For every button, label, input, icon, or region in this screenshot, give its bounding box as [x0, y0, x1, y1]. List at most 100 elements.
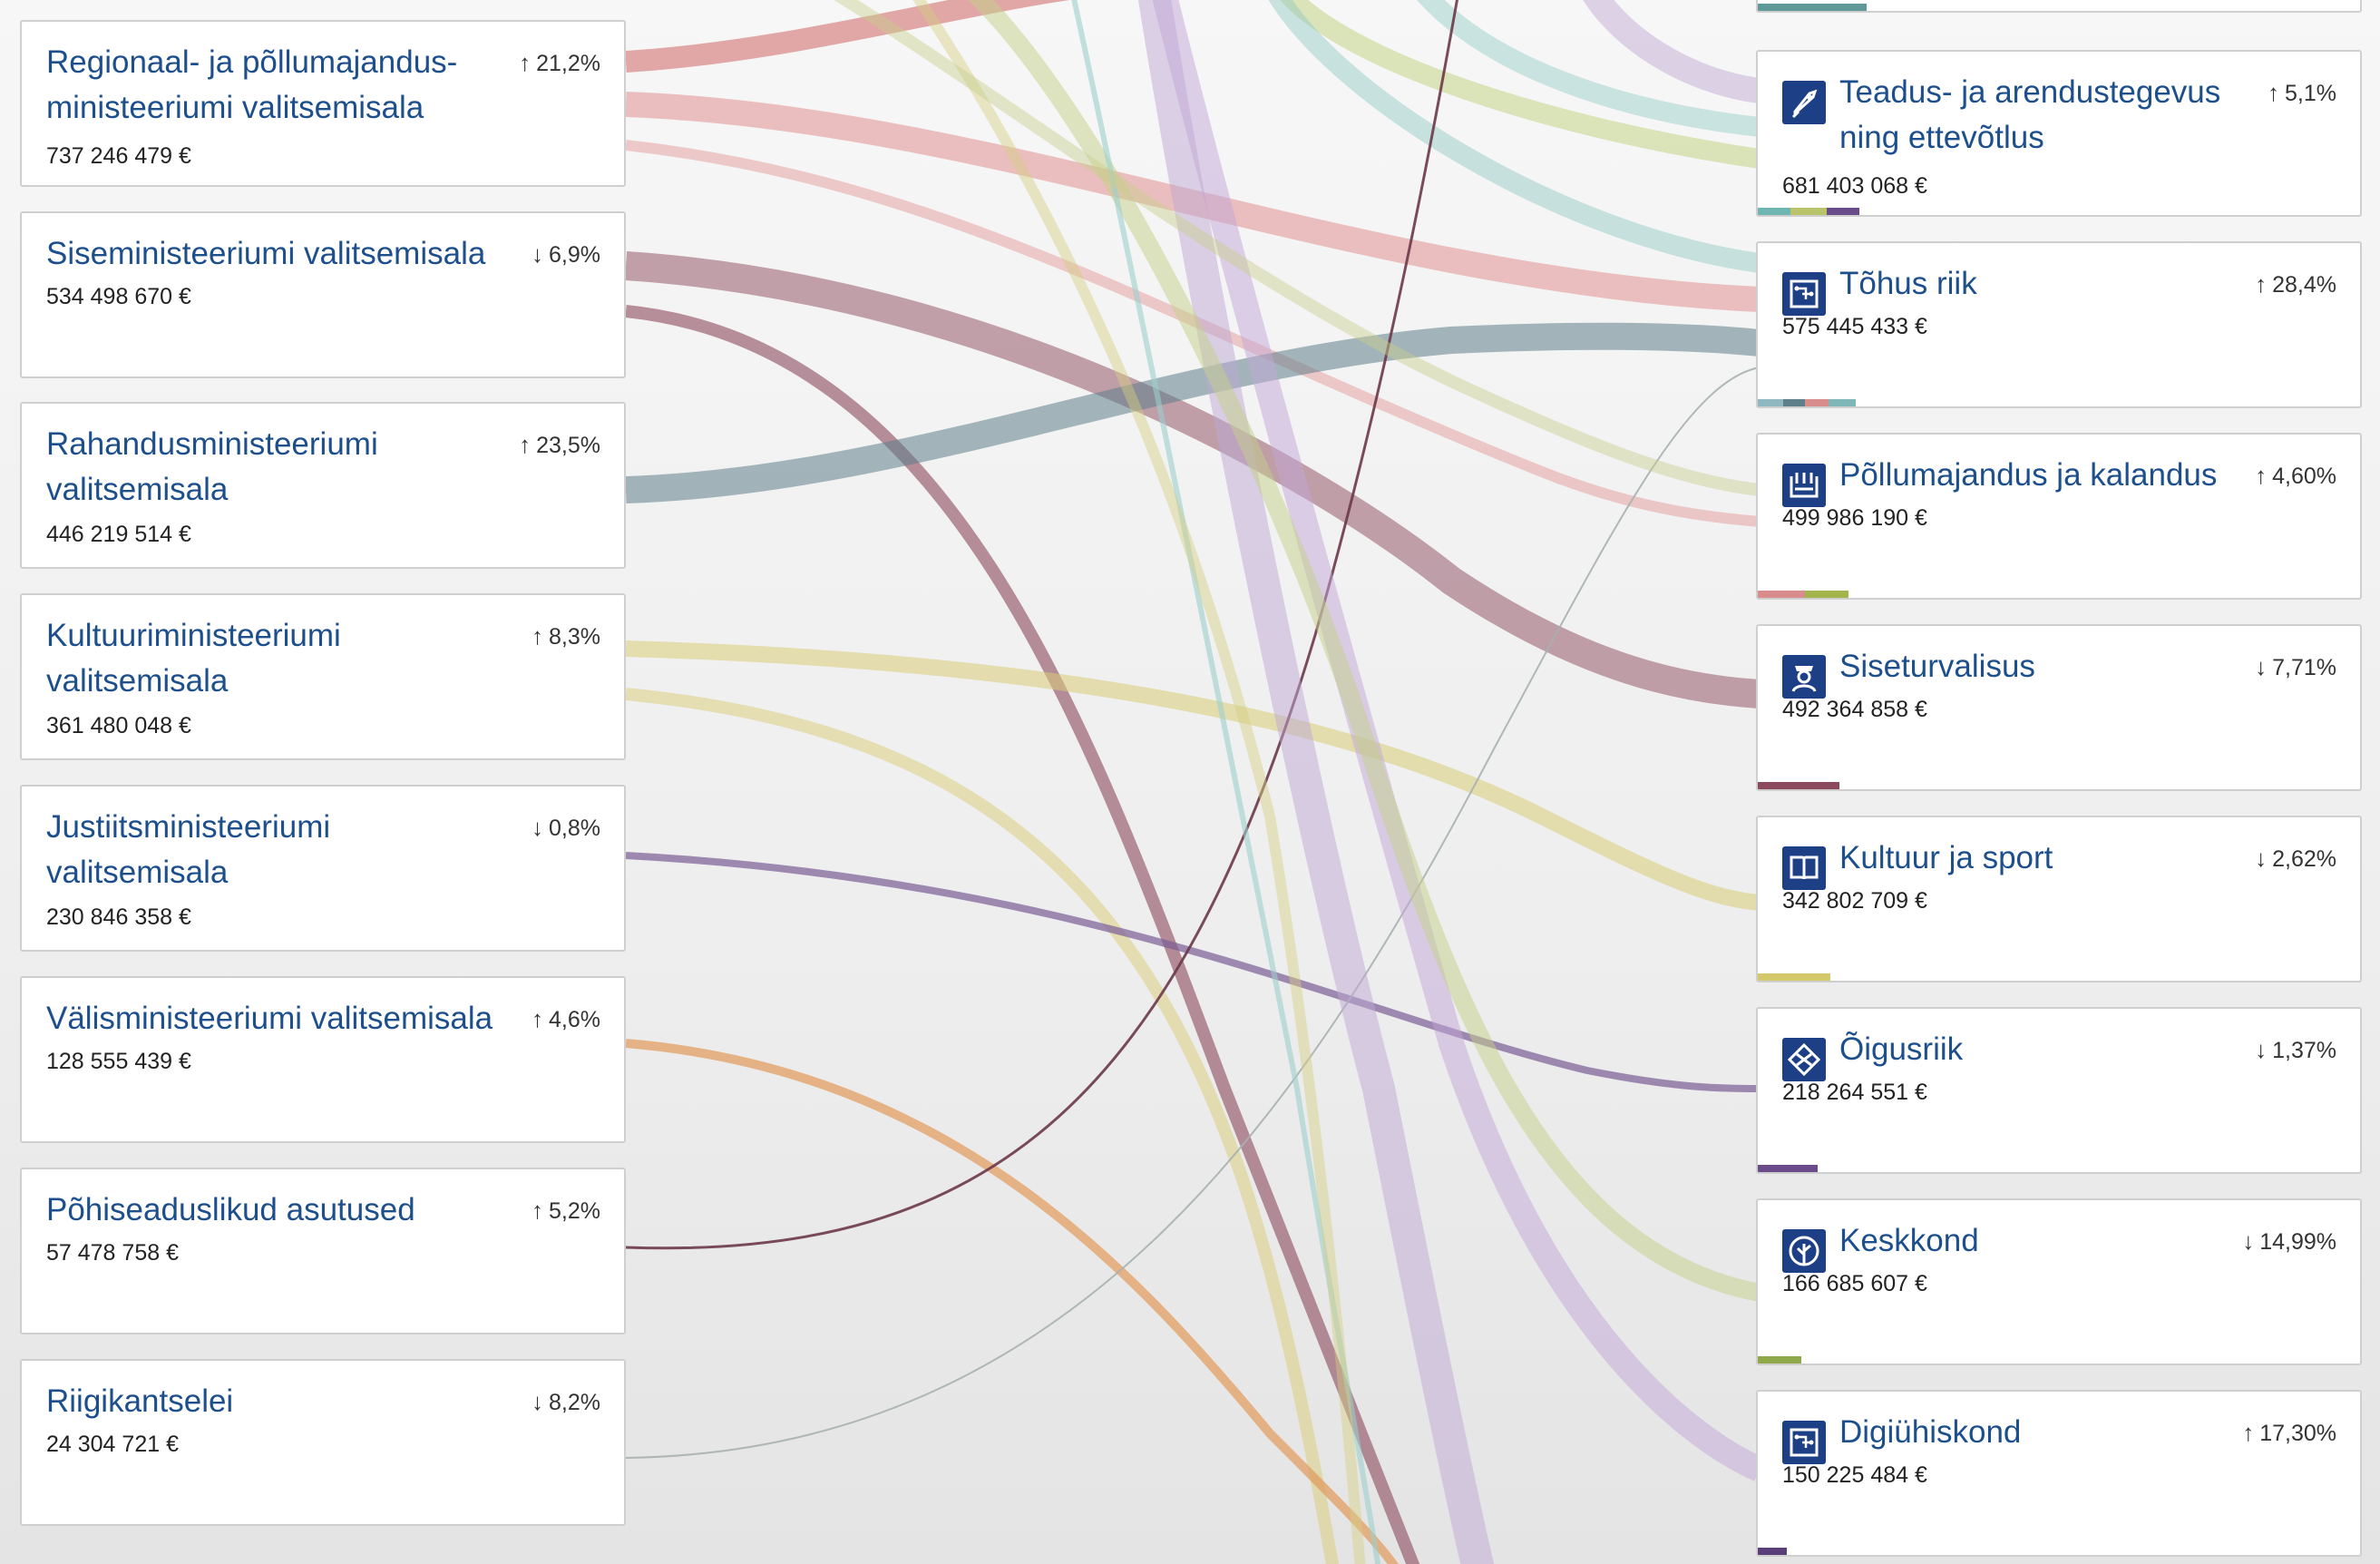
book-icon: [1782, 846, 1826, 890]
leaf-icon: [1782, 1229, 1826, 1273]
contribution-bars: [1758, 4, 1867, 11]
change-indicator: ↓ 14,99%: [2242, 1227, 2336, 1255]
topic-name[interactable]: Kultuur ja sport: [1839, 840, 2053, 875]
topic-card-tohus-riik[interactable]: Tõhus riik ↑ 28,4% 575 445 433 €: [1756, 241, 2362, 408]
topic-amount: 499 986 190 €: [1782, 505, 1927, 531]
topic-amount: 342 802 709 €: [1782, 888, 1927, 914]
arrow-up-icon: ↑: [2255, 270, 2268, 298]
ministry-amount: 57 478 758 €: [46, 1240, 179, 1266]
arrow-down-icon: ↓: [532, 814, 544, 841]
ministry-name[interactable]: Regionaal- ja põllumajandus-ministeerium…: [46, 44, 458, 125]
ministry-card-pohiseaduslikud[interactable]: Põhiseaduslikud asutused ↑ 5,2% 57 478 75…: [20, 1168, 626, 1334]
arrow-down-icon: ↓: [2255, 845, 2268, 872]
bar-segment: [1790, 208, 1827, 215]
ministry-name[interactable]: Põhiseaduslikud asutused: [46, 1192, 415, 1227]
ministry-amount: 737 246 479 €: [46, 143, 191, 169]
flow-line: [625, 367, 1761, 1459]
topic-amount: 492 364 858 €: [1782, 697, 1927, 722]
change-indicator: ↑ 4,6%: [532, 1005, 600, 1032]
contribution-bars: [1758, 1356, 1801, 1364]
topic-name[interactable]: Põllumajandus ja kalandus: [1839, 457, 2218, 493]
ministry-name[interactable]: Justiitsministeeriumi valitsemisala: [46, 809, 331, 890]
contribution-bars: [1758, 208, 1859, 215]
ministry-amount: 230 846 358 €: [46, 904, 191, 930]
topic-name[interactable]: Digiühiskond: [1839, 1414, 2022, 1450]
topic-card-siseturvalisus[interactable]: Siseturvalisus ↓ 7,71% 492 364 858 €: [1756, 624, 2362, 791]
topic-card-pollumajandus[interactable]: Põllumajandus ja kalandus ↑ 4,60% 499 986…: [1756, 433, 2362, 600]
bar-segment: [1758, 399, 1783, 406]
police-icon: [1782, 655, 1826, 699]
flow-line: [1071, 0, 1381, 1564]
bar-segment: [1805, 591, 1848, 598]
topic-card-keskkond[interactable]: Keskkond ↓ 14,99% 166 685 607 €: [1756, 1198, 2362, 1365]
ministry-name[interactable]: Rahandusministeeriumi valitsemisala: [46, 426, 378, 507]
flow-line: [912, 0, 1366, 1564]
arrow-up-icon: ↑: [519, 431, 532, 458]
ministry-card-sise[interactable]: Siseministeeriumi valitsemisala ↓ 6,9% 53…: [20, 211, 626, 378]
topic-name[interactable]: Õigusriik: [1839, 1031, 1964, 1067]
arrow-up-icon: ↑: [532, 1005, 544, 1032]
ministry-card-regionaal[interactable]: Regionaal- ja põllumajandus-ministeerium…: [20, 20, 626, 187]
change-indicator: ↑ 8,3%: [532, 622, 600, 650]
arrow-up-icon: ↑: [2242, 1419, 2255, 1446]
ministry-name[interactable]: Riigikantselei: [46, 1383, 234, 1419]
flow-line: [1137, 0, 1495, 1564]
arrow-up-icon: ↑: [532, 622, 544, 650]
ministry-card-valis[interactable]: Välisministeeriumi valitsemisala ↑ 4,6% 1…: [20, 976, 626, 1143]
flow-line: [1280, 0, 1761, 169]
contribution-bars: [1758, 591, 1848, 598]
bar-segment: [1758, 591, 1805, 598]
topic-name[interactable]: Siseturvalisus: [1839, 649, 2035, 684]
topic-card-teadus[interactable]: Teadus- ja arendustegevus ning ettevõtlu…: [1756, 50, 2362, 217]
change-indicator: ↓ 1,37%: [2255, 1036, 2336, 1063]
ministry-amount: 128 555 439 €: [46, 1049, 191, 1074]
arrow-up-icon: ↑: [519, 49, 532, 76]
flow-line: [1417, 0, 1761, 137]
ministry-card-rahandus[interactable]: Rahandusministeeriumi valitsemisala ↑ 23,…: [20, 402, 626, 569]
arrow-up-icon: ↑: [2255, 462, 2268, 489]
circuit-icon: [1782, 272, 1826, 316]
topic-name[interactable]: Tõhus riik: [1839, 266, 1977, 301]
bar-segment: [1758, 1356, 1801, 1364]
bar-segment: [1758, 208, 1790, 215]
ministry-name[interactable]: Siseministeeriumi valitsemisala: [46, 236, 486, 271]
ministry-name[interactable]: Välisministeeriumi valitsemisala: [46, 1001, 493, 1036]
topic-card-kultuur-sport[interactable]: Kultuur ja sport ↓ 2,62% 342 802 709 €: [1756, 816, 2362, 982]
flow-line: [625, 640, 1761, 911]
topic-amount: 575 445 433 €: [1782, 314, 1927, 339]
ministry-amount: 534 498 670 €: [46, 284, 191, 309]
arrow-down-icon: ↓: [532, 240, 544, 268]
circuit-icon: [1782, 1421, 1826, 1464]
ministry-name[interactable]: Kultuuriministeeriumi valitsemisala: [46, 618, 341, 699]
topic-card-partial[interactable]: [1756, 0, 2362, 13]
flow-line: [1583, 0, 1761, 103]
change-indicator: ↑ 5,1%: [2268, 79, 2336, 106]
arrow-down-icon: ↓: [2242, 1227, 2255, 1255]
ministry-amount: 446 219 514 €: [46, 522, 191, 547]
topic-name[interactable]: Keskkond: [1839, 1223, 1979, 1258]
topic-card-oigusriik[interactable]: Õigusriik ↓ 1,37% 218 264 551 €: [1756, 1007, 2362, 1174]
contribution-bars: [1758, 1548, 1787, 1555]
contribution-bars: [1758, 1165, 1818, 1172]
arrow-down-icon: ↓: [532, 1388, 544, 1415]
contribution-bars: [1758, 399, 1856, 406]
arrow-up-icon: ↑: [2268, 79, 2280, 106]
farm-icon: [1782, 464, 1826, 507]
ministry-amount: 361 480 048 €: [46, 713, 191, 738]
ministry-amount: 24 304 721 €: [46, 1432, 179, 1457]
topic-name[interactable]: Teadus- ja arendustegevus ning ettevõtlu…: [1839, 74, 2221, 155]
flow-line: [625, 322, 1761, 503]
ministry-card-riigikantselei[interactable]: Riigikantselei ↓ 8,2% 24 304 721 €: [20, 1359, 626, 1526]
bar-segment: [1758, 1165, 1818, 1172]
topic-card-digiuhiskond[interactable]: Digiühiskond ↑ 17,30% 150 225 484 €: [1756, 1390, 2362, 1557]
change-indicator: ↓ 7,71%: [2255, 653, 2336, 680]
contribution-bars: [1758, 782, 1839, 789]
ministry-card-justiits[interactable]: Justiitsministeeriumi valitsemisala ↓ 0,8…: [20, 785, 626, 952]
change-indicator: ↑ 21,2%: [519, 49, 600, 76]
justice-icon: [1782, 1038, 1826, 1081]
bar-segment: [1758, 1548, 1787, 1555]
ministry-card-kultuur[interactable]: Kultuuriministeeriumi valitsemisala ↑ 8,3…: [20, 593, 626, 760]
topic-amount: 150 225 484 €: [1782, 1462, 1927, 1488]
topic-amount: 166 685 607 €: [1782, 1271, 1927, 1296]
